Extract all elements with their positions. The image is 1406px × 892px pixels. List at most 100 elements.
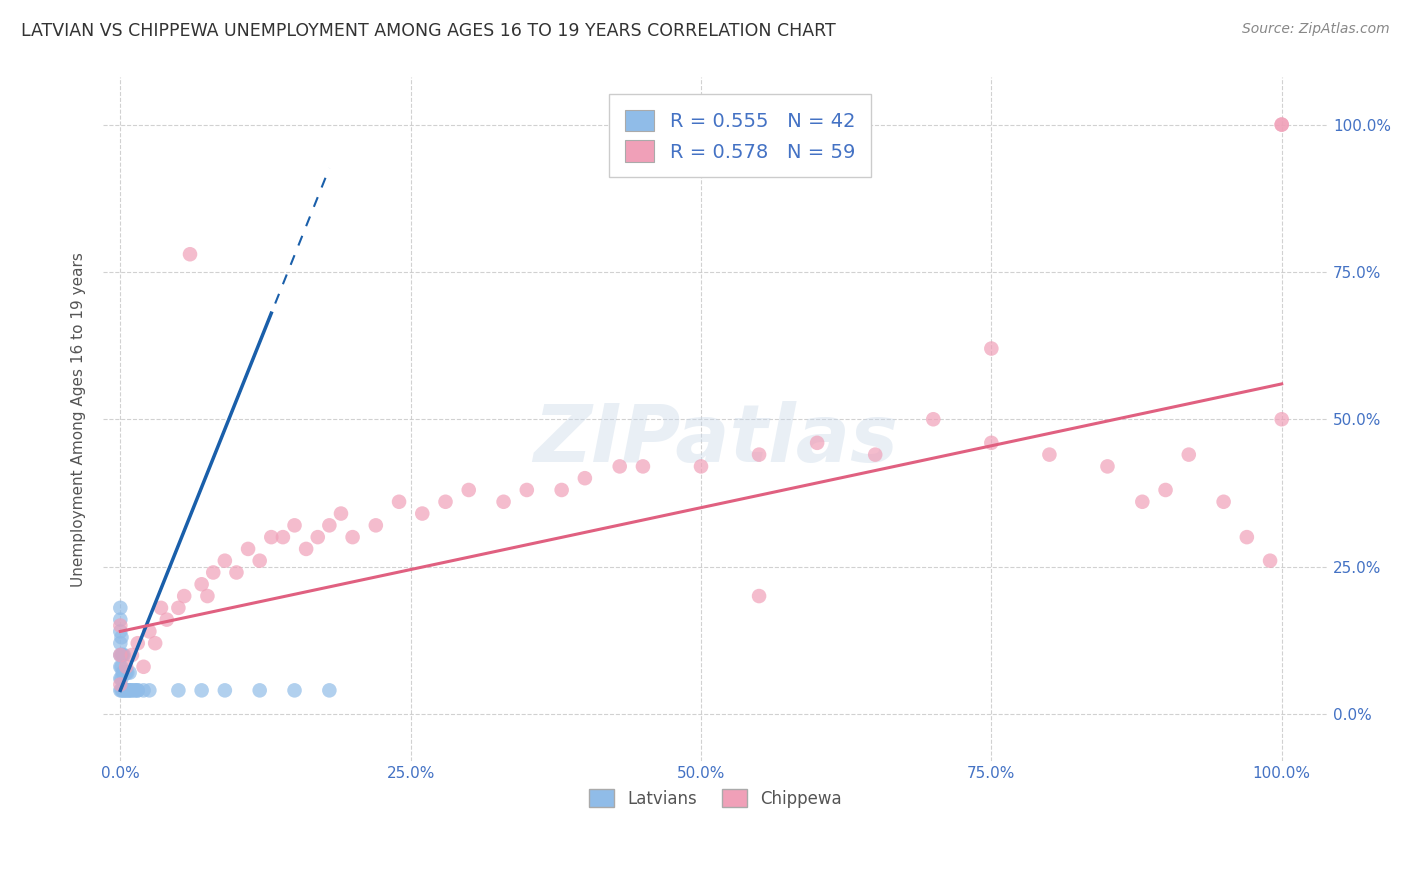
Point: [110, 672, 132, 686]
Point: [120, 683, 142, 698]
Point: [225, 566, 247, 580]
Point: [138, 683, 160, 698]
Point: [1271, 118, 1294, 132]
Point: [110, 660, 132, 674]
Point: [260, 530, 283, 544]
Point: [111, 648, 134, 662]
Point: [295, 541, 318, 556]
Point: [110, 600, 132, 615]
Point: [318, 683, 340, 698]
Point: [110, 624, 132, 639]
Point: [748, 448, 770, 462]
Point: [1236, 530, 1258, 544]
Point: [179, 247, 201, 261]
Point: [1271, 412, 1294, 426]
Point: [117, 665, 139, 680]
Point: [863, 448, 886, 462]
Point: [609, 459, 631, 474]
Point: [342, 530, 364, 544]
Point: [748, 589, 770, 603]
Point: [110, 677, 132, 691]
Point: [1178, 448, 1201, 462]
Text: Source: ZipAtlas.com: Source: ZipAtlas.com: [1241, 22, 1389, 37]
Point: [214, 683, 236, 698]
Legend: Latvians, Chippewa: Latvians, Chippewa: [582, 783, 849, 814]
Y-axis label: Unemployment Among Ages 16 to 19 years: Unemployment Among Ages 16 to 19 years: [72, 252, 86, 587]
Point: [127, 683, 149, 698]
Point: [118, 665, 141, 680]
Point: [249, 554, 271, 568]
Point: [118, 683, 141, 698]
Point: [434, 495, 457, 509]
Point: [1154, 483, 1177, 497]
Point: [411, 507, 433, 521]
Point: [1212, 495, 1234, 509]
Point: [132, 660, 155, 674]
Point: [122, 683, 145, 698]
Point: [110, 648, 132, 662]
Point: [388, 495, 411, 509]
Point: [922, 412, 945, 426]
Point: [110, 683, 132, 698]
Point: [173, 589, 195, 603]
Point: [271, 530, 294, 544]
Point: [117, 683, 139, 698]
Point: [364, 518, 387, 533]
Point: [190, 683, 212, 698]
Point: [149, 600, 172, 615]
Point: [124, 683, 146, 698]
Text: ZIPatlas: ZIPatlas: [533, 401, 898, 479]
Text: LATVIAN VS CHIPPEWA UNEMPLOYMENT AMONG AGES 16 TO 19 YEARS CORRELATION CHART: LATVIAN VS CHIPPEWA UNEMPLOYMENT AMONG A…: [21, 22, 835, 40]
Point: [574, 471, 596, 485]
Point: [318, 518, 340, 533]
Point: [457, 483, 479, 497]
Point: [1097, 459, 1119, 474]
Point: [110, 636, 132, 650]
Point: [110, 683, 132, 698]
Point: [110, 672, 132, 686]
Point: [138, 624, 160, 639]
Point: [631, 459, 654, 474]
Point: [550, 483, 572, 497]
Point: [202, 566, 225, 580]
Point: [283, 683, 305, 698]
Point: [115, 665, 138, 680]
Point: [121, 648, 143, 662]
Point: [110, 618, 132, 632]
Point: [980, 342, 1002, 356]
Point: [197, 589, 219, 603]
Point: [156, 613, 179, 627]
Point: [1038, 448, 1060, 462]
Point: [117, 683, 139, 698]
Point: [307, 530, 329, 544]
Point: [127, 636, 149, 650]
Point: [492, 495, 515, 509]
Point: [112, 665, 135, 680]
Point: [236, 541, 259, 556]
Point: [190, 577, 212, 591]
Point: [115, 683, 138, 698]
Point: [114, 665, 136, 680]
Point: [1130, 495, 1153, 509]
Point: [143, 636, 166, 650]
Point: [980, 435, 1002, 450]
Point: [167, 600, 190, 615]
Point: [214, 554, 236, 568]
Point: [283, 518, 305, 533]
Point: [127, 683, 149, 698]
Point: [1271, 118, 1294, 132]
Point: [110, 630, 132, 644]
Point: [167, 683, 190, 698]
Point: [110, 613, 132, 627]
Point: [121, 683, 143, 698]
Point: [110, 648, 132, 662]
Point: [115, 660, 138, 674]
Point: [114, 683, 136, 698]
Point: [806, 435, 828, 450]
Point: [690, 459, 713, 474]
Point: [112, 648, 135, 662]
Point: [132, 683, 155, 698]
Point: [110, 648, 132, 662]
Point: [111, 665, 134, 680]
Point: [111, 683, 134, 698]
